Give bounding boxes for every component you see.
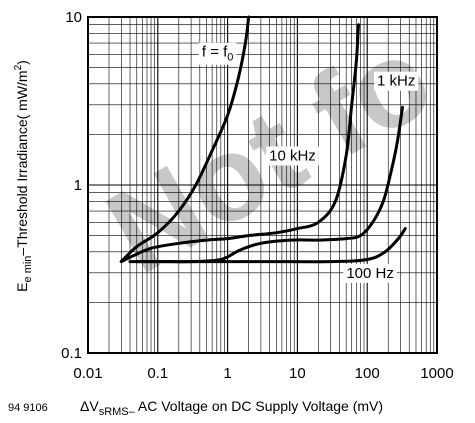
x-tick-label: 100: [355, 365, 380, 382]
x-tick-label: 0.01: [73, 365, 102, 382]
y-axis-label-pre: E: [14, 282, 30, 291]
y-axis-label-mid: –Threshold Irradiance( mW/m: [14, 70, 30, 255]
y-axis-label-sup: 2: [13, 64, 24, 70]
series-label: f = f0: [202, 44, 234, 64]
series-label: 1 kHz: [377, 73, 415, 90]
series-label-bg: [266, 146, 319, 166]
x-axis-label: ΔVsRMS– AC Voltage on DC Supply Voltage …: [80, 398, 383, 418]
series-label-bg: [343, 263, 397, 283]
y-axis-label-post: ): [14, 60, 30, 65]
y-axis-label-sub: e min: [22, 256, 34, 283]
y-tick-label: 1: [74, 177, 82, 194]
x-tick-label: 0.1: [147, 365, 168, 382]
figure-id: 94 9106: [8, 402, 48, 414]
series-label-bg: [373, 71, 419, 91]
series-label: 10 kHz: [269, 147, 316, 164]
series-label: 100 Hz: [346, 265, 394, 282]
curve-f-f0: [119, 15, 251, 264]
series-label-main: f = f: [202, 44, 228, 61]
x-axis-label-pre: ΔV: [80, 398, 99, 414]
annotations: f = f0 1 kHz 10 kHz 100 Hz: [202, 44, 415, 282]
y-axis-label: Ee min–Threshold Irradiance( mW/m2): [13, 60, 34, 292]
x-axis-label-post: AC Voltage on DC Supply Voltage (mV): [135, 398, 383, 414]
x-tick-labels: 0.01 0.1 1 10 100 1000: [73, 365, 453, 382]
grid: [87, 17, 437, 354]
annotation-backgrounds: [198, 42, 419, 283]
x-axis-label-sub: sRMS–: [99, 406, 136, 418]
x-tick-label: 10: [289, 365, 306, 382]
x-tick-label: 1000: [420, 365, 453, 382]
y-tick-label: 10: [65, 9, 82, 26]
series-label-bg: [198, 42, 237, 65]
plot-frame: [87, 16, 438, 354]
curves: [119, 15, 407, 264]
curve-10-khz: [119, 23, 360, 264]
x-tick-label: 1: [223, 365, 231, 382]
y-tick-label: 0.1: [61, 345, 82, 362]
curve-100-hz: [128, 227, 407, 264]
y-tick-labels: 0.1 1 10: [61, 9, 82, 362]
series-label-sub: 0: [227, 52, 233, 64]
